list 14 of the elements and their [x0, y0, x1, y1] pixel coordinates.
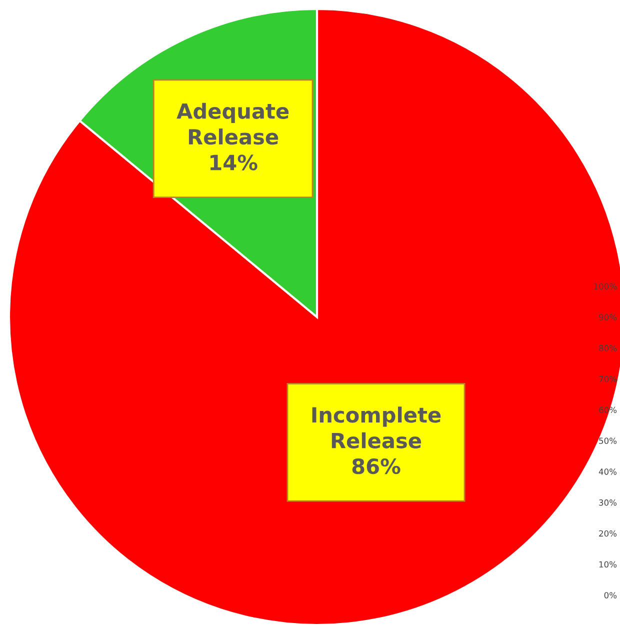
text: 10% — [599, 561, 617, 568]
text: 40% — [598, 468, 617, 475]
text: 80% — [599, 344, 617, 352]
slice-label: Adequate Release — [176, 102, 289, 145]
text: 30% — [599, 499, 617, 506]
slice-label: Incomplete Release — [312, 406, 441, 448]
text: 20% — [599, 530, 617, 537]
text: 50% — [599, 438, 617, 444]
text: 0% — [604, 592, 617, 598]
text: 100% — [594, 283, 617, 290]
data-label: 14% — [210, 154, 258, 170]
text: 90% — [599, 314, 617, 320]
data-label: 86% — [352, 458, 400, 474]
text: 70% — [599, 376, 617, 382]
